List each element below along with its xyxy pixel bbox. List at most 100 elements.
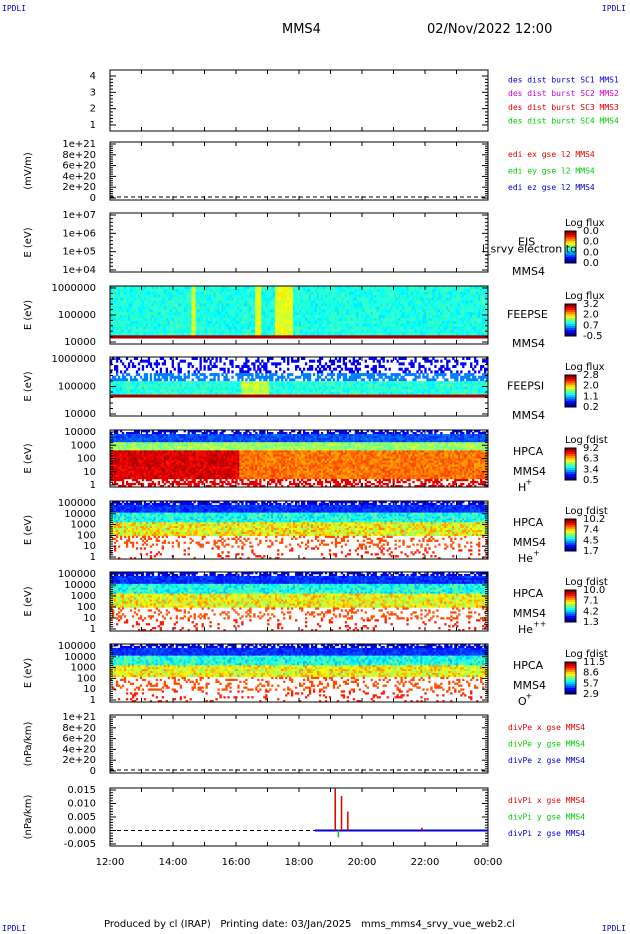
- heatmap-cell: [146, 312, 148, 315]
- heatmap-cell: [239, 376, 241, 379]
- heatmap-cell: [333, 392, 335, 395]
- heatmap-cell: [331, 301, 333, 304]
- heatmap-cell: [452, 312, 454, 315]
- heatmap-cell: [229, 384, 231, 387]
- heatmap-cell: [140, 312, 142, 315]
- heatmap-cell: [398, 298, 400, 301]
- heatmap-cell: [204, 332, 206, 335]
- heatmap-cell: [120, 335, 122, 338]
- heatmap-cell: [211, 395, 213, 398]
- heatmap-cell: [313, 395, 315, 398]
- heatmap-cell: [335, 384, 337, 387]
- heatmap-cell: [219, 324, 221, 327]
- heatmap-cell: [418, 318, 420, 321]
- heatmap-cell: [223, 368, 225, 371]
- heatmap-cell: [168, 306, 170, 309]
- heatmap-cell: [339, 370, 341, 373]
- heatmap-cell: [365, 332, 367, 335]
- heatmap-cell: [239, 370, 241, 373]
- heatmap-cell: [289, 318, 291, 321]
- heatmap-cell: [205, 330, 207, 333]
- heatmap-cell: [178, 365, 180, 368]
- heatmap-cell: [323, 330, 325, 333]
- heatmap-cell: [223, 292, 225, 295]
- heatmap-cell: [261, 298, 263, 301]
- heatmap-cell: [283, 389, 285, 392]
- heatmap-cell: [192, 392, 194, 395]
- heatmap-cell: [404, 295, 406, 298]
- heatmap-cell: [299, 324, 301, 327]
- heatmap-cell: [168, 332, 170, 335]
- heatmap-cell: [472, 298, 474, 301]
- heatmap-cell: [353, 378, 355, 381]
- heatmap-cell: [273, 295, 275, 298]
- heatmap-cell: [301, 321, 303, 324]
- heatmap-cell: [132, 335, 134, 338]
- heatmap-cell: [343, 303, 345, 306]
- heatmap-cell: [313, 389, 315, 392]
- heatmap-cell: [152, 303, 154, 306]
- heatmap-cell: [227, 315, 229, 318]
- heatmap-cell: [450, 292, 452, 295]
- heatmap-cell: [211, 392, 213, 395]
- heatmap-cell: [269, 392, 271, 395]
- heatmap-cell: [337, 309, 339, 312]
- heatmap-cell: [430, 298, 432, 301]
- heatmap-cell: [255, 395, 257, 398]
- heatmap-cell: [361, 295, 363, 298]
- heatmap-cell: [261, 295, 263, 298]
- heatmap-cell: [436, 289, 438, 292]
- heatmap-cell: [430, 303, 432, 306]
- heatmap-cell: [464, 330, 466, 333]
- heatmap-cell: [132, 309, 134, 312]
- heatmap-cell: [114, 289, 116, 292]
- heatmap-cell: [339, 335, 341, 338]
- heatmap-cell: [444, 301, 446, 304]
- heatmap-cell: [265, 362, 267, 365]
- heatmap-cell: [190, 330, 192, 333]
- heatmap-cell: [313, 312, 315, 315]
- heatmap-cell: [219, 309, 221, 312]
- heatmap-cell: [118, 292, 120, 295]
- heatmap-cell: [402, 298, 404, 301]
- heatmap-cell: [291, 389, 293, 392]
- heatmap-cell: [468, 312, 470, 315]
- heatmap-cell: [339, 365, 341, 368]
- heatmap-cell: [343, 381, 345, 384]
- heatmap-cell: [317, 292, 319, 295]
- heatmap-cell: [154, 395, 156, 398]
- heatmap-cell: [406, 289, 408, 292]
- heatmap-cell: [180, 332, 182, 335]
- heatmap-cell: [430, 295, 432, 298]
- heatmap-cell: [404, 327, 406, 330]
- heatmap-cell: [152, 368, 154, 371]
- heatmap-cell: [229, 318, 231, 321]
- heatmap-cell: [198, 292, 200, 295]
- heatmap-cell: [444, 312, 446, 315]
- heatmap-cell: [122, 321, 124, 324]
- heatmap-cell: [158, 392, 160, 395]
- heatmap-cell: [237, 387, 239, 390]
- heatmap-cell: [275, 303, 277, 306]
- heatmap-cell: [351, 324, 353, 327]
- heatmap-cell: [261, 327, 263, 330]
- heatmap-cell: [448, 309, 450, 312]
- heatmap-cell: [174, 324, 176, 327]
- heatmap-cell: [349, 312, 351, 315]
- heatmap-cell: [120, 315, 122, 318]
- heatmap-cell: [116, 365, 118, 368]
- heatmap-cell: [271, 332, 273, 335]
- heatmap-cell: [118, 392, 120, 395]
- heatmap-cell: [168, 298, 170, 301]
- heatmap-cell: [122, 389, 124, 392]
- heatmap-cell: [291, 373, 293, 376]
- heatmap-cell: [261, 303, 263, 306]
- heatmap-cell: [235, 335, 237, 338]
- heatmap-cell: [283, 395, 285, 398]
- heatmap-cell: [325, 387, 327, 390]
- heatmap-cell: [398, 301, 400, 304]
- heatmap-cell: [454, 332, 456, 335]
- heatmap-cell: [223, 318, 225, 321]
- heatmap-cell: [235, 295, 237, 298]
- heatmap-cell: [261, 321, 263, 324]
